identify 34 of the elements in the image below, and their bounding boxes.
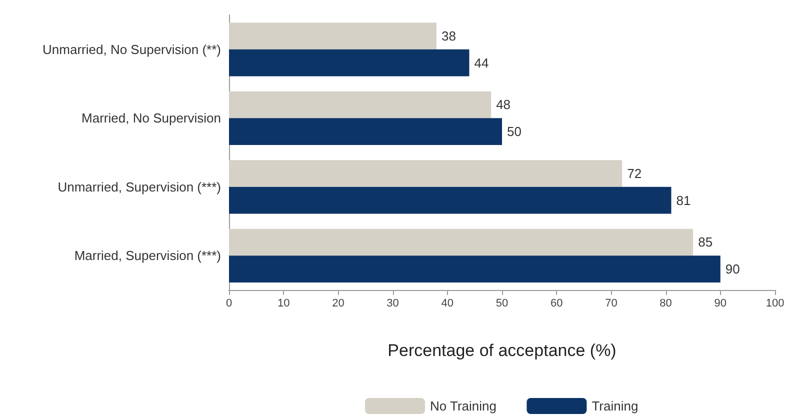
legend-label: No Training <box>430 398 496 414</box>
bar <box>229 22 436 50</box>
x-tick-label: 0 <box>226 298 232 310</box>
data-label: 50 <box>507 124 522 140</box>
bar <box>229 228 694 256</box>
data-label: 85 <box>698 234 713 250</box>
data-label: 44 <box>474 55 489 70</box>
x-tick-label: 90 <box>714 298 727 310</box>
bar <box>229 118 502 145</box>
bar <box>229 49 470 76</box>
y-tick-label: Married, Supervision (***) <box>74 248 221 264</box>
x-tick-label: 70 <box>605 298 618 310</box>
data-label: 48 <box>496 97 511 112</box>
x-tick-label: 100 <box>766 298 784 310</box>
y-tick-label: Married, No Supervision <box>82 110 221 126</box>
x-tick-label: 30 <box>386 298 399 310</box>
bar <box>229 160 622 187</box>
x-axis-title: Percentage of acceptance (%) <box>388 341 616 360</box>
data-label: 90 <box>725 262 740 277</box>
x-tick-label: 50 <box>496 298 508 310</box>
bar <box>229 186 672 214</box>
y-tick-label: Unmarried, Supervision (***) <box>58 179 221 194</box>
data-label: 38 <box>441 28 456 44</box>
x-tick-label: 10 <box>277 298 290 310</box>
y-tick-label: Unmarried, No Supervision (**) <box>42 42 221 57</box>
data-label: 81 <box>676 192 691 208</box>
x-tick-label: 60 <box>550 298 563 310</box>
data-label: 72 <box>627 166 642 181</box>
bar <box>229 91 492 118</box>
legend-label: Training <box>592 398 638 414</box>
x-tick-label: 80 <box>660 298 672 310</box>
x-tick-label: 40 <box>441 298 454 310</box>
x-tick-label: 20 <box>332 298 344 310</box>
bar <box>229 256 720 282</box>
